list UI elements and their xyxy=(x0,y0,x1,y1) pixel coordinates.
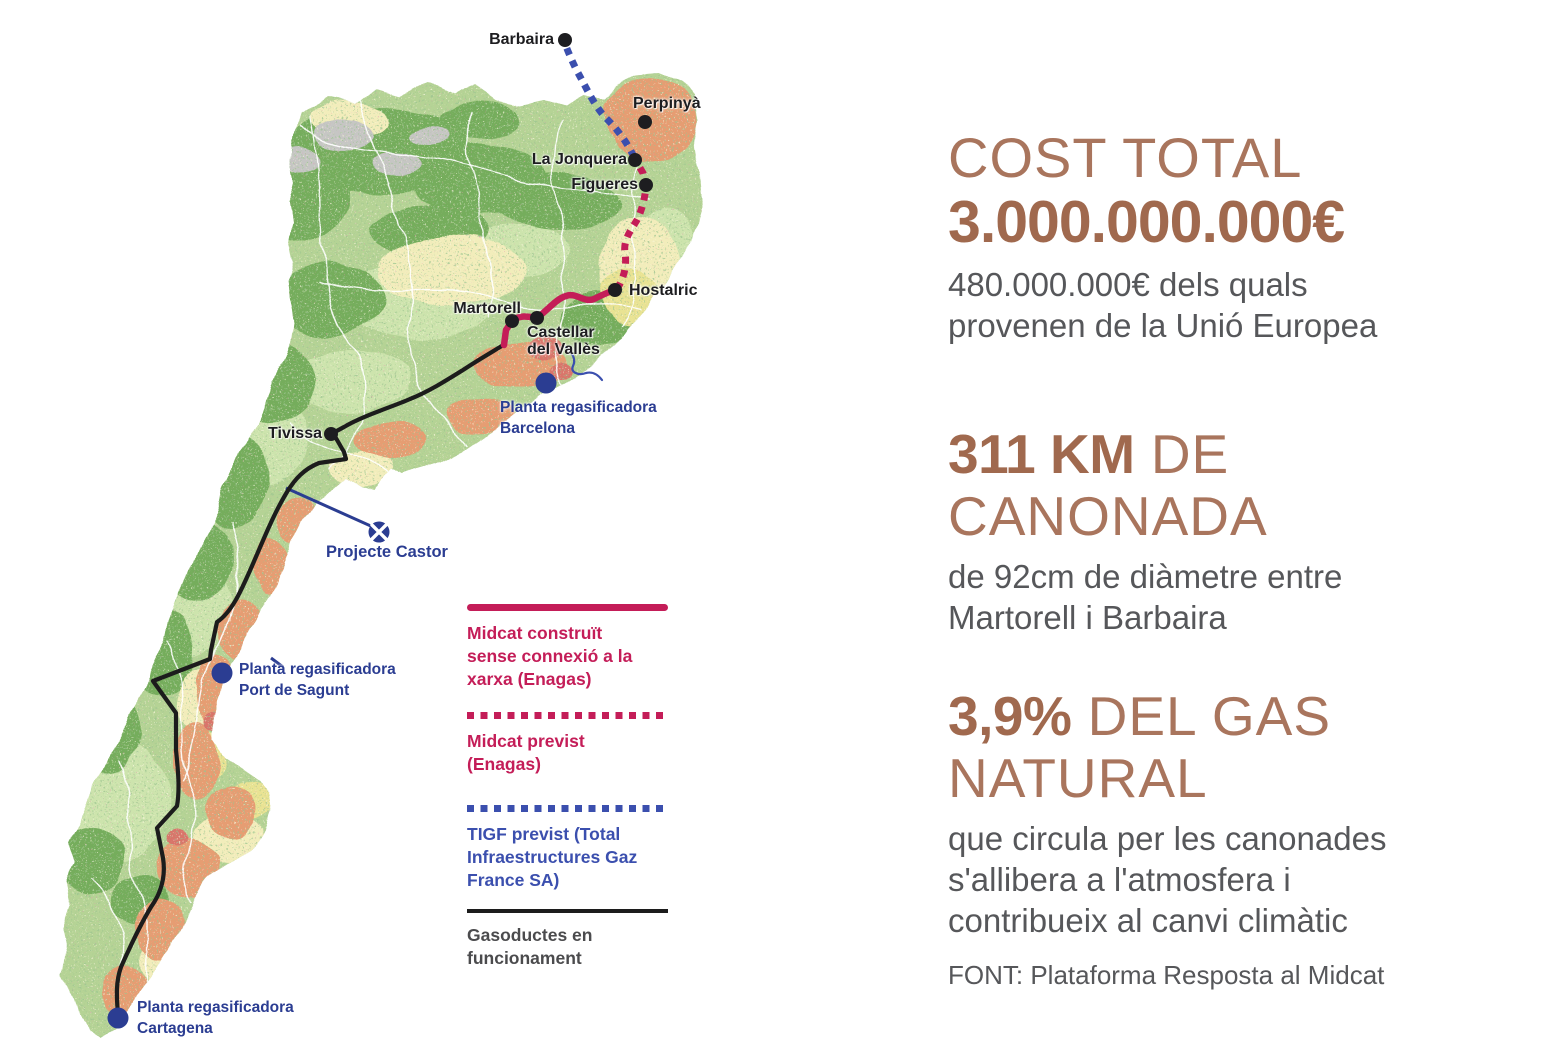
dot-plant-sagunt xyxy=(211,662,233,684)
dot-la-jonquera xyxy=(628,153,642,167)
label-plant-barcelona-line1: Planta regasificadora xyxy=(500,399,657,416)
legend-swatch-dotted-crimson xyxy=(467,712,668,719)
dot-perpinya xyxy=(638,115,652,129)
label-martorell: Martorell xyxy=(453,300,521,317)
label-plant-sagunt: Planta regasificadora Port de Sagunt xyxy=(239,659,396,701)
label-plant-sagunt-line2: Port de Sagunt xyxy=(239,682,350,699)
label-hostalric: Hostalric xyxy=(629,282,698,299)
stat-gas-body-line1: que circula per les canonades xyxy=(948,820,1387,857)
legend-label-midcat-planned: Midcat previst (Enagas) xyxy=(467,731,585,774)
legend-item-operating: Gasoductes en funcionament xyxy=(467,909,682,970)
label-figueres: Figueres xyxy=(571,176,638,193)
stat-length-body: de 92cm de diàmetre entre Martorell i Ba… xyxy=(948,556,1533,638)
pipeline-operating xyxy=(114,342,507,1017)
castor-symbol xyxy=(368,521,390,543)
stat-gas-value: 3,9% xyxy=(948,685,1072,747)
legend-item-tigf-planned: TIGF previst (Total Infraestructures Gaz… xyxy=(467,805,682,892)
legend-label-operating: Gasoductes en funcionament xyxy=(467,925,593,968)
stat-length-body-line1: de 92cm de diàmetre entre xyxy=(948,558,1343,595)
dot-plant-cartagena xyxy=(107,1007,129,1029)
dot-tivissa xyxy=(324,427,338,441)
city-dots xyxy=(324,33,653,441)
dot-hostalric xyxy=(608,283,622,297)
label-barbaira: Barbaira xyxy=(489,31,554,48)
stat-length-body-line2: Martorell i Barbaira xyxy=(948,599,1227,636)
legend-swatch-solid-black xyxy=(467,909,668,913)
label-tivissa: Tivissa xyxy=(268,425,322,442)
legend-label-tigf-planned: TIGF previst (Total Infraestructures Gaz… xyxy=(467,824,638,890)
pipeline-tigf-planned xyxy=(560,39,638,159)
label-plant-cartagena-line1: Planta regasificadora xyxy=(137,999,294,1016)
stat-block-cost: COST TOTAL 3.000.000.000€ 480.000.000€ d… xyxy=(948,126,1533,346)
label-castellar-del-valles: Castellar del Vallès xyxy=(527,324,600,358)
pipeline-midcat-planned xyxy=(613,159,650,291)
dot-figueres xyxy=(639,178,653,192)
stat-cost-title: COST TOTAL xyxy=(948,126,1303,189)
dot-plant-barcelona xyxy=(535,372,557,394)
legend-item-midcat-planned: Midcat previst (Enagas) xyxy=(467,712,682,776)
sagunt-leader-line xyxy=(270,656,284,669)
plant-dots xyxy=(107,372,557,1029)
stat-cost-value: 3.000.000.000€ xyxy=(948,189,1345,255)
stat-gas-body-line3: contribueix al canvi climàtic xyxy=(948,902,1348,939)
label-plant-barcelona-line2: Barcelona xyxy=(500,420,575,437)
label-plant-cartagena-line2: Cartagena xyxy=(137,1020,213,1037)
label-projecte-castor: Projecte Castor xyxy=(326,543,448,561)
label-plant-cartagena: Planta regasificadora Cartagena xyxy=(137,997,294,1039)
legend-swatch-solid-crimson xyxy=(467,604,668,611)
dot-castellar xyxy=(530,311,544,325)
stat-cost-body-line1: 480.000.000€ dels quals xyxy=(948,266,1308,303)
legend-swatch-dotted-blue xyxy=(467,805,668,812)
pipeline-midcat-built xyxy=(500,286,620,349)
stat-block-length: 311 KM DE CANONADA de 92cm de diàmetre e… xyxy=(948,423,1533,638)
castor-leader-line xyxy=(285,486,374,529)
label-perpinya: Perpinyà xyxy=(633,95,701,112)
label-plant-barcelona: Planta regasificadora Barcelona xyxy=(500,397,657,439)
stat-cost-body-line2: provenen de la Unió Europea xyxy=(948,307,1378,344)
legend-item-midcat-built: Midcat construït sense connexió a la xar… xyxy=(467,604,682,691)
stat-length-title-rest: DE xyxy=(1134,423,1230,485)
label-castellar-line1: Castellar xyxy=(527,324,595,341)
dot-martorell xyxy=(505,314,519,328)
stat-gas-body-line2: s'allibera a l'atmosfera i xyxy=(948,861,1291,898)
label-castellar-line2: del Vallès xyxy=(527,341,600,358)
map-canvas xyxy=(62,33,702,1034)
stat-length-title-line2: CANONADA xyxy=(948,485,1268,547)
stat-block-gas: 3,9% DEL GAS NATURAL que circula per les… xyxy=(948,685,1533,941)
stat-length-value: 311 KM xyxy=(948,423,1135,485)
label-la-jonquera: La Jonquera xyxy=(531,151,627,168)
dot-barbaira xyxy=(558,33,572,47)
stat-cost-body: 480.000.000€ dels quals provenen de la U… xyxy=(948,264,1533,346)
river-line xyxy=(564,345,604,382)
stat-gas-body: que circula per les canonades s'allibera… xyxy=(948,818,1533,941)
pipeline-map: Barbaira Perpinyà La Jonquera Figueres H… xyxy=(62,31,702,1039)
source-attribution: FONT: Plataforma Resposta al Midcat xyxy=(948,960,1385,990)
label-plant-sagunt-line1: Planta regasificadora xyxy=(239,661,396,678)
legend-label-midcat-built: Midcat construït sense connexió a la xar… xyxy=(467,623,633,689)
stat-gas-title-line2: NATURAL xyxy=(948,747,1208,809)
map-legend: Midcat construït sense connexió a la xar… xyxy=(467,600,682,1000)
stat-gas-title-rest: DEL GAS xyxy=(1071,685,1332,747)
